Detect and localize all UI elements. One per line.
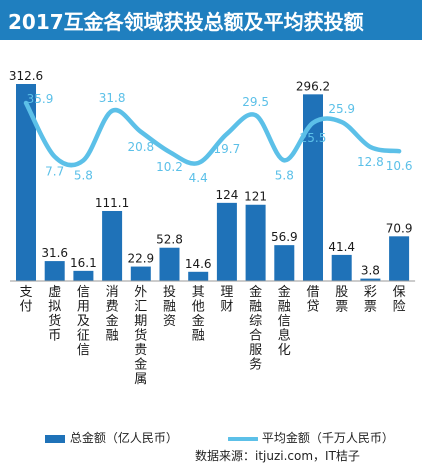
line-value-label-12: 12.8 xyxy=(357,155,384,169)
bar-value-label-6: 14.6 xyxy=(185,257,212,271)
category-label-10: 借贷 xyxy=(306,285,319,315)
bar-value-label-11: 41.4 xyxy=(328,240,355,254)
category-label-11: 股票 xyxy=(335,285,348,315)
legend-bar-swatch xyxy=(45,434,65,443)
category-label-0: 支付 xyxy=(19,285,32,315)
category-label-2: 信用及征信 xyxy=(77,285,90,358)
chart-title: 2017互金各领域获投总额及平均获投额 xyxy=(8,10,364,34)
bar-1 xyxy=(44,261,65,281)
line-value-label-8: 29.5 xyxy=(242,95,269,109)
category-label-6: 其他金融 xyxy=(192,285,205,344)
category-label-1: 虚拟货币 xyxy=(48,285,61,344)
legend-bar-label: 总金额（亿人民币） xyxy=(69,431,178,445)
data-source: 数据来源：itjuzi.com，IT桔子 xyxy=(195,449,360,463)
bar-value-label-7: 124 xyxy=(215,188,238,202)
line-value-label-6: 4.4 xyxy=(189,171,208,185)
line-value-label-3: 31.8 xyxy=(99,91,126,105)
category-label-12: 彩票 xyxy=(364,285,377,315)
legend-line-label: 平均金额（千万人民币） xyxy=(261,431,394,445)
line-value-label-4: 20.8 xyxy=(127,140,154,154)
line-value-label-7: 19.7 xyxy=(214,142,241,156)
bar-value-label-3: 111.1 xyxy=(95,196,129,210)
bar-value-label-5: 52.8 xyxy=(156,233,183,247)
bar-8 xyxy=(245,204,266,281)
category-label-7: 理财 xyxy=(220,285,233,315)
legend-line-swatch xyxy=(227,436,259,441)
legend-bar-entry: 总金额（亿人民币） xyxy=(44,429,178,446)
bar-7 xyxy=(216,202,237,281)
category-label-8: 金融综合服务 xyxy=(249,284,262,373)
category-label-3: 消费金融 xyxy=(106,285,119,344)
category-label-5: 投融资 xyxy=(163,284,176,329)
average-line xyxy=(23,100,402,168)
bar-value-label-13: 70.9 xyxy=(386,221,413,235)
bar-value-label-2: 16.1 xyxy=(70,256,97,270)
bar-5 xyxy=(159,247,180,281)
line-value-label-1: 7.7 xyxy=(45,165,64,179)
bar-value-label-10: 296.2 xyxy=(296,79,330,93)
bar-6 xyxy=(188,271,209,281)
category-label-9: 金融信息化 xyxy=(278,284,291,358)
bar-value-label-8: 121 xyxy=(244,190,267,204)
bar-11 xyxy=(331,254,352,281)
bar-12 xyxy=(360,278,381,281)
bar-value-label-4: 22.9 xyxy=(127,252,154,266)
category-label-4: 外汇期货贵金属 xyxy=(134,285,147,387)
bar-value-label-12: 3.8 xyxy=(361,264,380,278)
legend-line-entry: 平均金额（千万人民币） xyxy=(227,429,394,446)
category-label-13: 保险 xyxy=(393,285,406,315)
bar-4 xyxy=(130,266,151,281)
bar-3 xyxy=(102,210,123,281)
bar-0 xyxy=(16,84,36,281)
line-value-label-0: 35.9 xyxy=(27,92,54,106)
bar-2 xyxy=(73,270,94,281)
bar-value-label-9: 56.9 xyxy=(271,230,298,244)
line-value-label-11: 25.9 xyxy=(328,102,355,116)
line-value-label-5: 10.2 xyxy=(156,160,183,174)
bar-10 xyxy=(303,94,323,281)
bar-9 xyxy=(274,245,295,281)
line-value-label-9: 5.8 xyxy=(275,168,294,182)
title-banner: 2017互金各领域获投总额及平均获投额 xyxy=(0,0,422,40)
bar-value-label-1: 31.6 xyxy=(41,246,68,260)
line-value-label-2: 5.8 xyxy=(74,168,93,182)
line-value-label-10: 25.5 xyxy=(300,131,327,145)
bar-value-label-0: 312.6 xyxy=(9,69,43,83)
line-value-label-13: 10.6 xyxy=(386,159,413,173)
bar-13 xyxy=(389,236,410,281)
